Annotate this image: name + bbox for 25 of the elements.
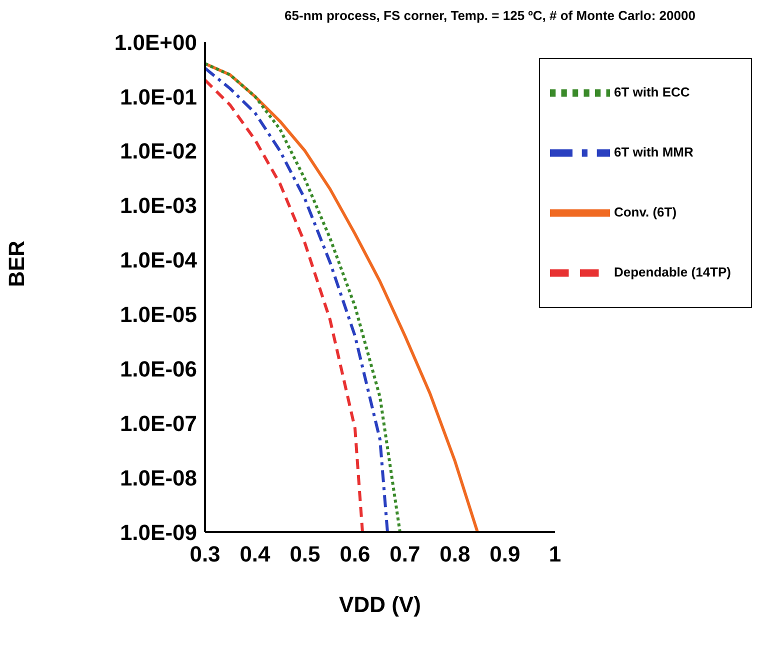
- x-tick-label: 0.7: [390, 542, 420, 567]
- x-axis-title: VDD (V): [339, 592, 421, 617]
- legend-label: 6T with ECC: [614, 84, 690, 100]
- x-tick-label: 0.6: [340, 542, 370, 567]
- y-tick-label: 1.0E-05: [120, 302, 197, 328]
- legend-label: Dependable (14TP): [614, 264, 731, 280]
- x-tick-label: 0.9: [490, 542, 520, 567]
- y-tick-label: 1.0E-02: [120, 138, 197, 164]
- legend-label: 6T with MMR: [614, 144, 694, 160]
- y-tick-label: 1.0E-06: [120, 356, 197, 382]
- y-tick-label: 1.0E+00: [114, 30, 197, 55]
- chart-title: 65-nm process, FS corner, Temp. = 125 ºC, # of Monte Carlo: 20000: [284, 8, 696, 23]
- y-tick-label: 1.0E-08: [120, 465, 197, 490]
- x-tick-label: 0.4: [240, 542, 272, 567]
- y-tick-label: 1.0E-07: [120, 410, 197, 436]
- x-tick-label: 1: [548, 542, 562, 567]
- line-series: [205, 78, 364, 532]
- line-series: [205, 62, 479, 532]
- x-tick-label: 0.5: [290, 542, 320, 567]
- y-axis-title: BER: [4, 240, 29, 287]
- y-tick-label: 1.0E-01: [120, 84, 197, 110]
- y-tick-label: 1.0E-04: [120, 248, 198, 273]
- x-tick-label: 0.8: [440, 542, 470, 567]
- legend-label: Conv. (6T): [614, 204, 677, 220]
- y-tick-label: 1.0E-03: [120, 193, 197, 218]
